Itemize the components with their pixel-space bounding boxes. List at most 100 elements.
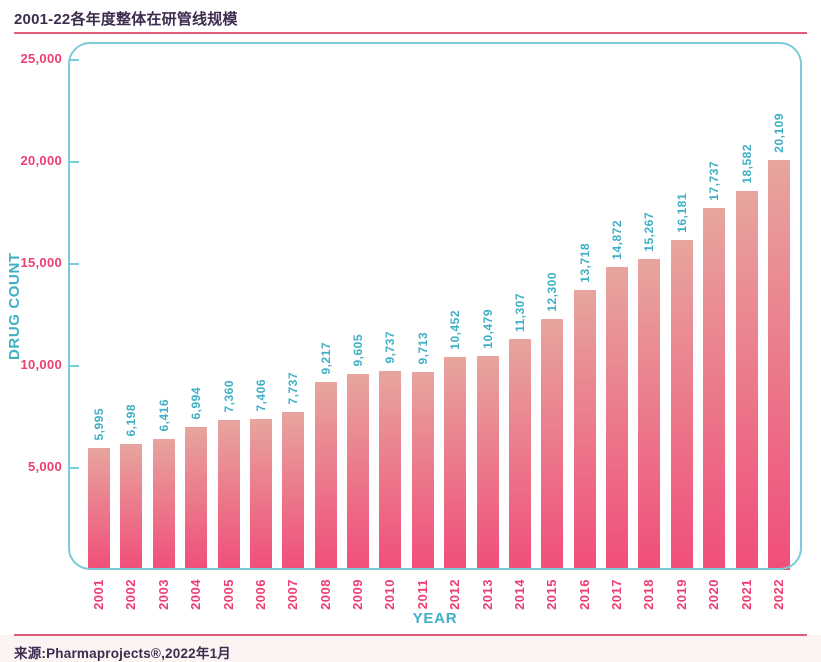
bar-value-label: 10,479: [480, 309, 495, 349]
bar-value-label: 7,360: [221, 380, 236, 413]
x-tick-label: 2015: [544, 579, 560, 610]
bar-column: 17,737 2020: [703, 42, 726, 610]
page-title: 2001-22各年度整体在研管线规模: [14, 11, 238, 28]
y-tick-label: 25,000: [20, 51, 62, 66]
bar-value-label: 9,605: [351, 334, 365, 367]
y-tick-mark: [70, 365, 79, 367]
bar-value-label: 6,416: [156, 399, 171, 432]
bar-value-label: 7,406: [253, 379, 268, 412]
y-tick-label: 20,000: [20, 153, 62, 168]
bar-column: 5,995 2001: [88, 42, 110, 610]
x-tick-label: 2016: [576, 579, 592, 610]
bar: [185, 427, 208, 570]
bar-column: 6,994 2004: [185, 42, 208, 610]
bar: [606, 267, 628, 570]
y-tick-mark: [70, 467, 79, 469]
x-tick-label: 2001: [91, 579, 106, 610]
x-tick-label: 2018: [641, 579, 657, 610]
bar-column: 6,416 2003: [152, 42, 175, 610]
bar-value-label: 9,217: [318, 342, 333, 375]
title-divider: [14, 32, 807, 34]
x-tick-label: 2014: [511, 579, 527, 610]
x-tick-label: 2002: [123, 579, 139, 610]
x-tick-label: 2004: [188, 579, 204, 610]
bar-column: 18,582 2021: [735, 42, 758, 610]
x-tick-label: 2008: [317, 579, 333, 610]
x-tick-label: 2022: [770, 579, 786, 610]
x-tick-label: 2009: [350, 579, 365, 610]
x-tick-label: 2005: [220, 579, 236, 610]
bar-value-label: 18,582: [739, 144, 754, 184]
x-tick-label: 2017: [609, 579, 624, 610]
bar-value-label: 10,452: [448, 310, 463, 350]
footer-divider: [14, 634, 807, 636]
y-tick-mark: [70, 263, 79, 265]
bar-column: 14,872 2017: [606, 42, 628, 610]
bar: [735, 191, 758, 570]
bar: [767, 160, 790, 570]
bar: [476, 356, 499, 570]
bar: [638, 259, 661, 570]
bar-value-label: 14,872: [610, 220, 624, 260]
y-tick-mark: [70, 59, 79, 61]
bar: [249, 419, 272, 570]
bar-value-label: 13,718: [577, 243, 592, 283]
bar-value-label: 20,109: [771, 113, 786, 153]
bar: [670, 240, 693, 570]
bar-value-label: 5,995: [92, 408, 106, 441]
x-tick-label: 2013: [479, 579, 495, 610]
bar-column: 10,452 2012: [444, 42, 467, 610]
bar-value-label: 9,713: [415, 332, 430, 365]
plot-area: 5,995 2001 6,198 2002 6,416 2003 6,994 2004 7,36…: [68, 42, 802, 610]
x-tick-label: 2010: [382, 579, 398, 610]
bar-column: 9,737 2010: [379, 42, 402, 610]
bar: [347, 374, 369, 570]
bar: [120, 444, 143, 570]
bar-value-label: 6,198: [124, 404, 139, 437]
bar-value-label: 9,737: [383, 331, 398, 364]
bar-value-label: 11,307: [512, 292, 527, 332]
footer-band: [0, 635, 821, 662]
bar-value-label: 12,300: [545, 272, 560, 312]
bar: [508, 339, 531, 570]
bar: [573, 290, 596, 570]
y-tick-label: 5,000: [27, 459, 62, 474]
bar-value-label: 17,737: [707, 161, 722, 201]
bar: [314, 382, 337, 570]
x-tick-label: 2007: [285, 579, 301, 610]
bar-column: 6,198 2002: [120, 42, 143, 610]
bar: [379, 371, 402, 570]
y-tick-label: 15,000: [20, 255, 62, 270]
bar-column: 13,718 2016: [573, 42, 596, 610]
bar: [88, 448, 110, 570]
bar-value-label: 7,737: [286, 372, 301, 405]
bar-column: 9,713 2011: [411, 42, 434, 609]
bar-value-label: 16,181: [674, 193, 689, 233]
bar: [282, 412, 305, 570]
bar-column: 10,479 2013: [476, 42, 499, 610]
bar-column: 9,605 2009: [347, 42, 369, 610]
bar-column: 15,267 2018: [638, 42, 661, 610]
bar-column: 16,181 2019: [670, 42, 693, 610]
bar-column: 9,217 2008: [314, 42, 337, 610]
bar-column: 7,406 2006: [249, 42, 272, 610]
bar-column: 20,109 2022: [767, 42, 790, 610]
bar: [541, 319, 564, 570]
source-note: 来源:Pharmaprojects®,2022年1月: [14, 646, 231, 661]
bar-column: 7,360 2005: [217, 42, 240, 610]
bar-column: 7,737 2007: [282, 42, 305, 610]
x-tick-label: 2012: [447, 579, 463, 610]
y-tick-label: 10,000: [20, 357, 62, 372]
bar: [703, 208, 726, 570]
x-tick-label: 2003: [155, 579, 171, 610]
bar-value-label: 6,994: [189, 387, 204, 420]
y-tick-mark: [70, 161, 79, 163]
bar-value-label: 15,267: [642, 212, 657, 252]
x-tick-label: 2019: [673, 579, 689, 610]
y-axis-title: DRUG COUNT: [6, 252, 23, 360]
bar: [411, 372, 434, 570]
bar: [152, 439, 175, 570]
x-tick-label: 2006: [252, 579, 268, 610]
bar: [444, 357, 467, 570]
